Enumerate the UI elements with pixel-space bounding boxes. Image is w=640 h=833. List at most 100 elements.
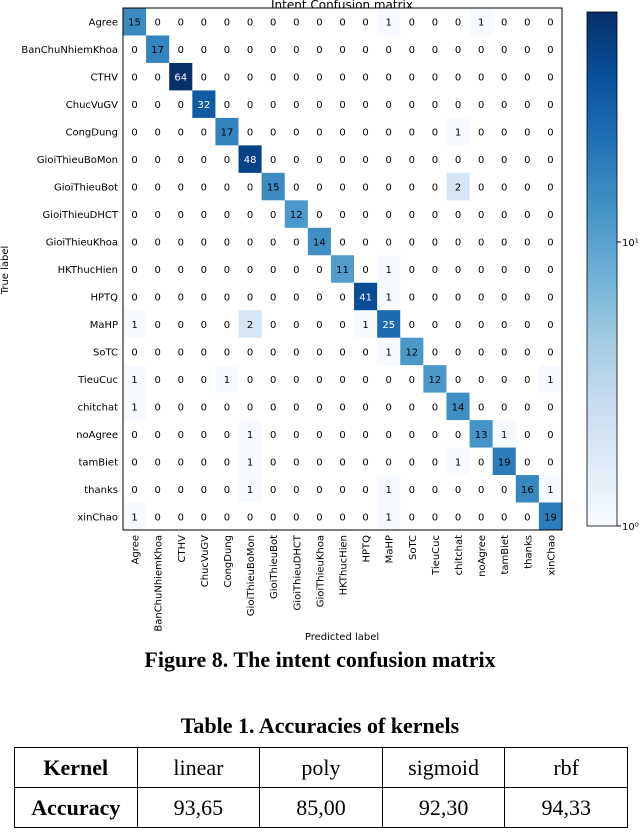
matrix-cell xyxy=(515,282,540,311)
matrix-cell xyxy=(469,8,493,36)
matrix-cell-value: 0 xyxy=(524,375,530,386)
matrix-cell xyxy=(169,145,193,174)
matrix-cell xyxy=(377,337,401,366)
matrix-cell xyxy=(123,255,147,284)
matrix-cell xyxy=(192,365,216,393)
matrix-cell-value: 0 xyxy=(270,430,276,441)
matrix-cell xyxy=(146,8,170,36)
matrix-cell xyxy=(307,447,332,476)
matrix-cell xyxy=(515,310,540,338)
matrix-cell-value: 1 xyxy=(131,375,137,386)
matrix-cell-value: 0 xyxy=(270,45,276,56)
matrix-cell-value: 0 xyxy=(339,100,345,111)
matrix-cell-value: 0 xyxy=(293,347,299,358)
matrix-cell-value: 12 xyxy=(290,210,303,221)
matrix-cell xyxy=(330,502,355,531)
matrix-cell-value: 0 xyxy=(339,155,345,166)
matrix-cell-value: 1 xyxy=(455,457,461,468)
matrix-cell xyxy=(123,282,147,311)
matrix-cell-value: 0 xyxy=(270,485,276,496)
matrix-cell xyxy=(492,447,517,476)
matrix-cell xyxy=(354,62,378,91)
matrix-cell-value: 0 xyxy=(316,292,322,303)
matrix-cell xyxy=(215,365,239,393)
matrix-cell xyxy=(261,310,286,338)
matrix-cell xyxy=(307,392,332,421)
matrix-cell-value: 0 xyxy=(154,430,160,441)
matrix-cell-value: 0 xyxy=(247,100,253,111)
matrix-cell-value: 0 xyxy=(316,128,322,139)
x-axis-tick-labels: Agree BanChuNhiemKhoa CTHV ChucVuGV CongDung… xyxy=(131,534,558,632)
kernel-sigmoid-cell: sigmoid xyxy=(381,747,506,788)
matrix-cell-value: 0 xyxy=(270,292,276,303)
matrix-cell-value: 0 xyxy=(316,183,322,194)
matrix-cell xyxy=(238,447,262,476)
x-tick-label: GioiThieuKhoa xyxy=(315,535,326,607)
matrix-cell-value: 0 xyxy=(362,265,368,276)
matrix-cell-value: 2 xyxy=(455,183,461,194)
matrix-cell xyxy=(492,8,517,36)
matrix-cell xyxy=(446,310,470,338)
matrix-cell-value: 0 xyxy=(409,100,415,111)
matrix-cell xyxy=(400,447,424,476)
matrix-cell xyxy=(377,227,401,256)
matrix-cell xyxy=(330,172,355,201)
matrix-cell xyxy=(238,310,262,338)
matrix-cell-value: 0 xyxy=(201,430,207,441)
matrix-cell-value: 0 xyxy=(201,292,207,303)
matrix-cell xyxy=(469,447,493,476)
matrix-cell-value: 25 xyxy=(382,320,395,331)
matrix-cell-value: 0 xyxy=(547,265,553,276)
matrix-cell-value: 0 xyxy=(478,155,484,166)
matrix-cell-value: 0 xyxy=(270,265,276,276)
matrix-cell-value: 0 xyxy=(478,292,484,303)
matrix-cell-value: 0 xyxy=(131,100,137,111)
matrix-cell-value: 0 xyxy=(501,45,507,56)
kernel-header-cell: Kernel xyxy=(14,747,138,788)
matrix-cell xyxy=(261,35,286,64)
matrix-cell-value: 0 xyxy=(409,512,415,523)
table-caption: Table 1. Accuracies of kernels xyxy=(180,713,460,738)
matrix-cell-value: 0 xyxy=(201,18,207,29)
matrix-cell-value: 0 xyxy=(478,100,484,111)
matrix-cell xyxy=(515,145,540,174)
matrix-cell xyxy=(538,475,563,503)
matrix-cell-value: 0 xyxy=(270,512,276,523)
matrix-cell xyxy=(354,420,378,448)
matrix-cell xyxy=(469,62,493,91)
matrix-cell-value: 0 xyxy=(455,512,461,523)
matrix-cell xyxy=(423,62,447,91)
matrix-cell xyxy=(330,200,355,229)
matrix-cell-value: 0 xyxy=(478,512,484,523)
matrix-cell-value: 0 xyxy=(131,485,137,496)
matrix-cell xyxy=(284,475,309,503)
matrix-cell xyxy=(469,90,493,119)
table-accuracy-row: Accuracy 93,65 85,00 92,30 94,33 xyxy=(14,787,628,828)
matrix-cell xyxy=(215,282,239,311)
matrix-cell xyxy=(146,117,170,146)
x-tick-label: noAgree xyxy=(477,535,488,577)
matrix-cell-value: 0 xyxy=(247,128,253,139)
matrix-cell-value: 0 xyxy=(386,100,392,111)
matrix-cell-value: 0 xyxy=(478,402,484,413)
x-tick-label: CongDung xyxy=(223,535,234,588)
matrix-cell xyxy=(261,145,286,174)
matrix-cell xyxy=(515,227,540,256)
matrix-cell xyxy=(169,255,193,284)
matrix-cell xyxy=(538,310,563,338)
matrix-cell xyxy=(123,310,147,338)
matrix-cell xyxy=(307,420,332,448)
matrix-cell xyxy=(238,172,262,201)
matrix-cell-value: 17 xyxy=(221,128,234,139)
matrix-cell-value: 0 xyxy=(478,238,484,249)
matrix-cell-value: 0 xyxy=(224,45,230,56)
matrix-cell xyxy=(400,90,424,119)
matrix-cell-value: 0 xyxy=(316,402,322,413)
matrix-cell xyxy=(330,62,355,91)
matrix-cell-value: 0 xyxy=(386,73,392,84)
matrix-cell-value: 0 xyxy=(339,183,345,194)
matrix-cell-value: 0 xyxy=(178,155,184,166)
matrix-cell-value: 0 xyxy=(478,265,484,276)
matrix-cell-value: 0 xyxy=(524,457,530,468)
matrix-cell-value: 0 xyxy=(224,183,230,194)
